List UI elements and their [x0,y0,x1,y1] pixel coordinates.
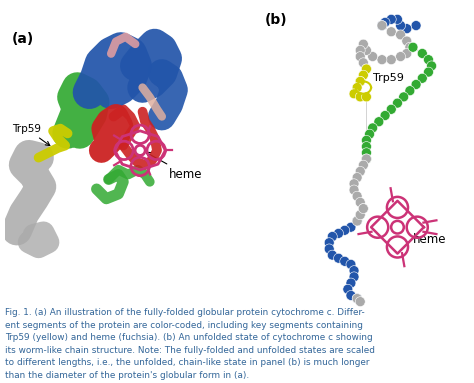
Circle shape [392,98,402,108]
Circle shape [417,49,427,59]
Text: (b): (b) [264,13,287,27]
Circle shape [352,294,362,303]
Text: Trp59: Trp59 [12,124,50,146]
Circle shape [386,104,396,114]
Circle shape [362,135,372,145]
Circle shape [343,284,353,294]
Circle shape [374,117,384,127]
Text: to different lengths, i.e., the unfolded, chain-like state in panel (b) is much : to different lengths, i.e., the unfolded… [5,358,369,367]
Circle shape [362,64,372,74]
Circle shape [346,278,356,288]
Circle shape [356,77,365,86]
Circle shape [396,21,406,31]
Circle shape [424,67,433,77]
Circle shape [368,52,378,62]
Circle shape [368,123,378,133]
Circle shape [356,210,365,220]
Circle shape [362,148,372,158]
Circle shape [352,216,362,226]
Circle shape [352,294,362,303]
Circle shape [356,210,365,220]
Circle shape [396,52,406,62]
Circle shape [328,232,337,241]
Text: than the diameter of the protein's globular form in (a).: than the diameter of the protein's globu… [5,371,249,380]
Circle shape [386,15,396,24]
Circle shape [411,21,421,31]
Circle shape [362,92,372,102]
Circle shape [377,21,387,31]
Circle shape [380,18,390,28]
Circle shape [405,42,415,52]
Circle shape [356,46,365,55]
Circle shape [358,70,368,80]
Circle shape [424,55,433,65]
Circle shape [362,46,372,55]
Circle shape [365,129,374,139]
Circle shape [324,244,334,254]
Circle shape [349,179,359,189]
Circle shape [352,191,362,201]
Circle shape [349,185,359,195]
Circle shape [340,256,350,266]
Circle shape [386,27,396,37]
Circle shape [402,49,412,59]
Circle shape [356,77,365,86]
Circle shape [402,36,412,46]
Circle shape [358,160,368,170]
Circle shape [358,58,368,68]
Circle shape [377,55,387,65]
Circle shape [358,39,368,49]
Circle shape [358,204,368,214]
Circle shape [358,204,368,214]
Text: Trp59 (yellow) and heme (fuchsia). (b) An unfolded state of cytochrome c showing: Trp59 (yellow) and heme (fuchsia). (b) A… [5,333,373,342]
Text: ent segments of the protein are color-coded, including key segments containing: ent segments of the protein are color-co… [5,321,363,329]
Circle shape [346,259,356,269]
Circle shape [352,83,362,93]
Circle shape [349,272,359,282]
Text: heme: heme [146,152,202,181]
Circle shape [362,154,372,164]
Text: (a): (a) [12,32,34,46]
Text: heme: heme [413,233,447,246]
Text: Trp59: Trp59 [373,73,403,83]
Text: its worm-like chain structure. Note: The fully-folded and unfolded states are sc: its worm-like chain structure. Note: The… [5,346,374,355]
Circle shape [356,166,365,176]
Circle shape [349,89,359,99]
Circle shape [356,197,365,207]
Circle shape [386,55,396,65]
Circle shape [356,297,365,307]
Circle shape [346,290,356,300]
Circle shape [324,238,334,248]
Circle shape [392,15,402,24]
Circle shape [402,24,412,34]
Circle shape [396,30,406,40]
Circle shape [399,92,409,102]
Circle shape [356,52,365,62]
Circle shape [417,73,427,83]
Circle shape [411,80,421,90]
Circle shape [362,154,372,164]
Circle shape [346,222,356,232]
Circle shape [356,92,365,102]
Circle shape [362,142,372,152]
Circle shape [334,253,344,263]
Circle shape [352,173,362,183]
Text: Fig. 1. (a) An illustration of the fully-folded globular protein cytochrome c. D: Fig. 1. (a) An illustration of the fully… [5,308,365,317]
Circle shape [405,86,415,96]
Circle shape [362,64,372,74]
Circle shape [328,250,337,260]
Circle shape [334,228,344,238]
Circle shape [352,216,362,226]
Circle shape [408,42,418,52]
Circle shape [427,61,437,71]
Circle shape [380,111,390,121]
Circle shape [340,225,350,235]
Circle shape [377,21,387,31]
Circle shape [352,216,362,226]
Circle shape [349,266,359,276]
